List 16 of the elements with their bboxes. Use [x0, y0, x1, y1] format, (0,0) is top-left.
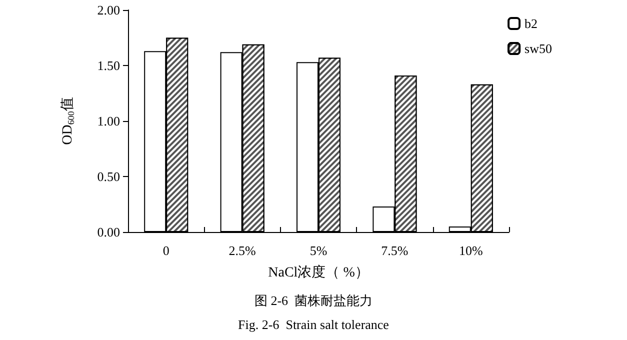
x-tick-label: 7.5% — [381, 243, 408, 258]
x-tick-label: 5% — [310, 243, 328, 258]
y-tick-label: 0.50 — [97, 169, 120, 184]
text: 图 2-6 菌株耐盐能力 — [254, 293, 373, 308]
x-axis-title: NaCl浓度（ %） — [268, 264, 369, 280]
legend-label: b2 — [524, 16, 538, 31]
x-tick-label: 2.5% — [228, 243, 256, 258]
y-tick-label: 0.00 — [97, 224, 120, 240]
y-tick-label: 1.00 — [97, 114, 120, 128]
y-tick-label: 1.50 — [97, 58, 120, 73]
legend-label: sw50 — [524, 41, 552, 56]
x-tick-label: 0 — [162, 243, 170, 258]
y-tick-label: 2.00 — [97, 2, 120, 18]
y-axis-title: OD600值 — [60, 97, 76, 145]
text: Fig. 2-6 Strain salt tolerance — [238, 317, 390, 332]
x-tick-label: 10% — [458, 243, 483, 258]
